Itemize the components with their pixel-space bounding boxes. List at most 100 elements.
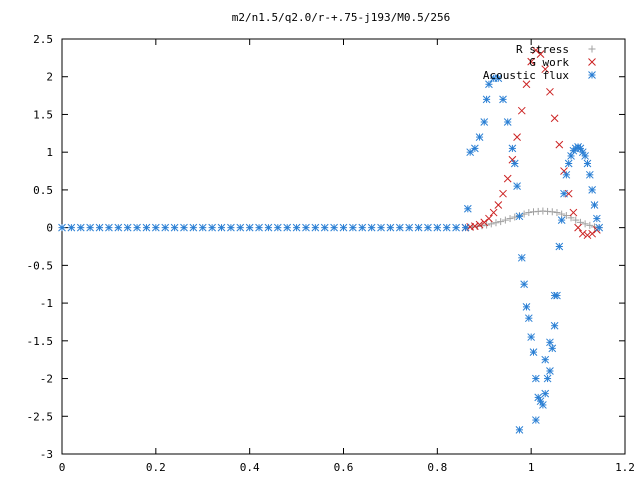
y-tick-label: 2.5 xyxy=(33,33,53,46)
data-point xyxy=(499,189,507,198)
data-point xyxy=(511,213,519,221)
y-tick-label: -3 xyxy=(40,448,53,461)
data-point xyxy=(546,367,554,375)
legend-marker xyxy=(588,58,596,66)
data-point xyxy=(541,65,550,74)
data-point xyxy=(520,280,528,289)
data-point xyxy=(480,218,489,227)
y-tick-label: 0.5 xyxy=(33,184,53,197)
data-point xyxy=(198,223,207,232)
series-2 xyxy=(58,74,604,434)
data-point xyxy=(471,222,479,230)
data-point xyxy=(492,219,500,227)
data-point xyxy=(508,144,517,153)
data-point xyxy=(517,106,526,115)
legend-marker xyxy=(588,71,596,79)
data-point xyxy=(527,333,536,341)
data-point xyxy=(562,170,571,179)
data-point xyxy=(513,182,521,190)
data-point xyxy=(585,170,594,179)
data-point xyxy=(569,208,578,217)
data-point xyxy=(560,189,568,198)
data-point xyxy=(320,223,329,232)
data-point xyxy=(583,159,592,168)
data-point xyxy=(578,229,587,238)
data-point xyxy=(506,215,514,223)
data-point xyxy=(564,159,573,168)
data-point xyxy=(546,338,554,347)
data-point xyxy=(515,212,524,221)
x-tick-label: 0 xyxy=(59,461,66,474)
data-point xyxy=(367,223,376,232)
data-point xyxy=(471,144,479,153)
data-point xyxy=(424,223,432,232)
y-tick-label: 1.5 xyxy=(33,108,53,121)
data-point xyxy=(95,223,104,232)
data-point xyxy=(525,209,533,217)
data-point xyxy=(553,209,561,217)
x-tick-label: 0.6 xyxy=(334,461,354,474)
data-point xyxy=(522,303,531,311)
data-point xyxy=(588,229,597,238)
data-point xyxy=(482,95,491,104)
data-point xyxy=(433,223,442,232)
data-point xyxy=(524,314,533,323)
data-point xyxy=(546,87,554,96)
data-point xyxy=(76,223,85,232)
data-point xyxy=(536,50,545,58)
data-point xyxy=(349,223,357,232)
data-point xyxy=(581,220,589,228)
data-point xyxy=(58,223,66,232)
data-point xyxy=(151,223,160,232)
data-point xyxy=(283,223,292,232)
data-point xyxy=(557,216,566,224)
x-tick-label: 1 xyxy=(528,461,535,474)
data-point xyxy=(442,223,451,232)
data-point xyxy=(170,223,179,232)
y-tick-label: 0 xyxy=(46,222,53,235)
data-point xyxy=(480,118,489,126)
data-point xyxy=(236,223,245,232)
data-point xyxy=(522,80,531,89)
data-point xyxy=(339,223,348,232)
data-point xyxy=(548,208,556,216)
y-tick-label: -1.5 xyxy=(27,335,54,348)
series-layer xyxy=(58,46,604,434)
data-point xyxy=(572,216,580,224)
data-point xyxy=(574,223,582,232)
data-point xyxy=(555,242,564,251)
y-tick-label: -1 xyxy=(40,297,53,310)
data-point xyxy=(245,223,254,232)
legend-label: G work xyxy=(529,56,569,69)
data-point xyxy=(478,222,486,230)
data-point xyxy=(555,140,564,149)
data-point xyxy=(377,223,385,232)
data-point xyxy=(255,223,263,232)
data-point xyxy=(590,201,599,209)
data-point xyxy=(501,216,509,224)
data-point xyxy=(485,80,493,89)
x-tick-label: 0.2 xyxy=(146,461,166,474)
x-tick-label: 1.2 xyxy=(615,461,635,474)
data-point xyxy=(527,57,536,66)
data-point xyxy=(189,223,198,232)
data-point xyxy=(532,374,540,383)
data-point xyxy=(358,223,367,232)
data-point xyxy=(466,148,475,157)
data-point xyxy=(461,223,470,232)
legend-label: Acoustic flux xyxy=(483,69,569,82)
x-tick-label: 0.8 xyxy=(427,461,447,474)
data-point xyxy=(133,223,141,232)
data-point xyxy=(386,223,395,232)
data-point xyxy=(494,74,503,83)
data-point xyxy=(581,152,589,160)
data-point xyxy=(588,186,597,194)
data-point xyxy=(503,174,512,183)
axes: 0 0.2 0.4 0.6 0.8 1 1.2 -3 -2.5 -2 -1.5 -1 -0.5 0 0.5 1… xyxy=(27,33,635,474)
data-point xyxy=(302,223,310,232)
data-point xyxy=(161,223,170,232)
data-point xyxy=(395,223,404,232)
series-1 xyxy=(461,46,601,240)
